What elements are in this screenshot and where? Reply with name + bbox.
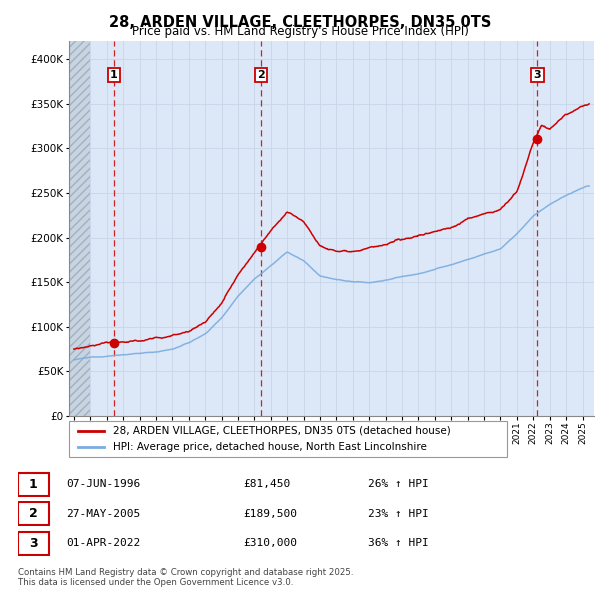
Text: Contains HM Land Registry data © Crown copyright and database right 2025.
This d: Contains HM Land Registry data © Crown c… (18, 568, 353, 587)
Text: 3: 3 (29, 536, 38, 550)
Text: Price paid vs. HM Land Registry's House Price Index (HPI): Price paid vs. HM Land Registry's House … (131, 25, 469, 38)
Text: 1: 1 (110, 70, 118, 80)
Bar (69, 41, 91, 416)
Text: 28, ARDEN VILLAGE, CLEETHORPES, DN35 0TS (detached house): 28, ARDEN VILLAGE, CLEETHORPES, DN35 0TS… (113, 425, 451, 435)
Text: 26% ↑ HPI: 26% ↑ HPI (368, 479, 428, 489)
Text: HPI: Average price, detached house, North East Lincolnshire: HPI: Average price, detached house, Nort… (113, 442, 427, 453)
Text: £310,000: £310,000 (244, 538, 298, 548)
Text: 01-APR-2022: 01-APR-2022 (66, 538, 140, 548)
Text: 2: 2 (29, 507, 38, 520)
FancyBboxPatch shape (18, 473, 49, 496)
FancyBboxPatch shape (69, 421, 507, 457)
Text: 2: 2 (257, 70, 265, 80)
Text: 07-JUN-1996: 07-JUN-1996 (66, 479, 140, 489)
Text: 28, ARDEN VILLAGE, CLEETHORPES, DN35 0TS: 28, ARDEN VILLAGE, CLEETHORPES, DN35 0TS (109, 15, 491, 30)
Text: £81,450: £81,450 (244, 479, 291, 489)
Text: 27-MAY-2005: 27-MAY-2005 (66, 509, 140, 519)
Text: 36% ↑ HPI: 36% ↑ HPI (368, 538, 428, 548)
FancyBboxPatch shape (18, 502, 49, 525)
Text: 23% ↑ HPI: 23% ↑ HPI (368, 509, 428, 519)
Text: £189,500: £189,500 (244, 509, 298, 519)
Text: 3: 3 (533, 70, 541, 80)
FancyBboxPatch shape (18, 532, 49, 555)
Text: 1: 1 (29, 477, 38, 491)
